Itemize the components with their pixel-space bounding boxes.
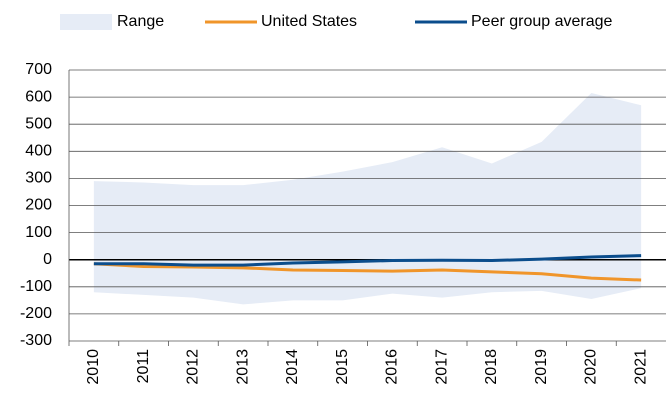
range-area xyxy=(93,93,642,305)
x-tick-label: 2011 xyxy=(135,349,152,384)
x-tick-label: 2012 xyxy=(185,349,202,385)
x-tick-label: 2013 xyxy=(234,349,251,385)
x-tick-label: 2015 xyxy=(334,349,351,385)
x-tick-label: 2018 xyxy=(483,349,500,385)
series-line xyxy=(93,254,642,267)
y-tick-label: 400 xyxy=(25,143,52,160)
x-tick-label: 2014 xyxy=(284,349,301,385)
y-tick-label: -100 xyxy=(20,278,52,295)
y-tick-label: -200 xyxy=(20,305,52,322)
y-tick-label: 0 xyxy=(43,251,52,268)
series-line xyxy=(93,262,642,282)
y-tick-label: 300 xyxy=(25,170,52,187)
legend-label: Peer group average xyxy=(471,13,613,30)
x-tick-label: 2010 xyxy=(85,349,102,385)
legend-label: Range xyxy=(117,13,164,30)
legend-swatch xyxy=(60,14,112,30)
x-tick-label: 2021 xyxy=(632,349,649,385)
y-tick-label: -300 xyxy=(20,332,52,349)
y-tick-label: 200 xyxy=(25,197,52,214)
y-tick-label: 600 xyxy=(25,88,52,105)
legend-label: United States xyxy=(261,13,357,30)
y-tick-label: 700 xyxy=(25,61,52,78)
x-tick-label: 2017 xyxy=(433,349,450,385)
x-tick-label: 2016 xyxy=(384,349,401,385)
x-tick-label: 2020 xyxy=(583,349,600,385)
x-tick-label: 2019 xyxy=(533,349,550,385)
y-tick-label: 100 xyxy=(25,224,52,241)
y-tick-label: 500 xyxy=(25,115,52,132)
